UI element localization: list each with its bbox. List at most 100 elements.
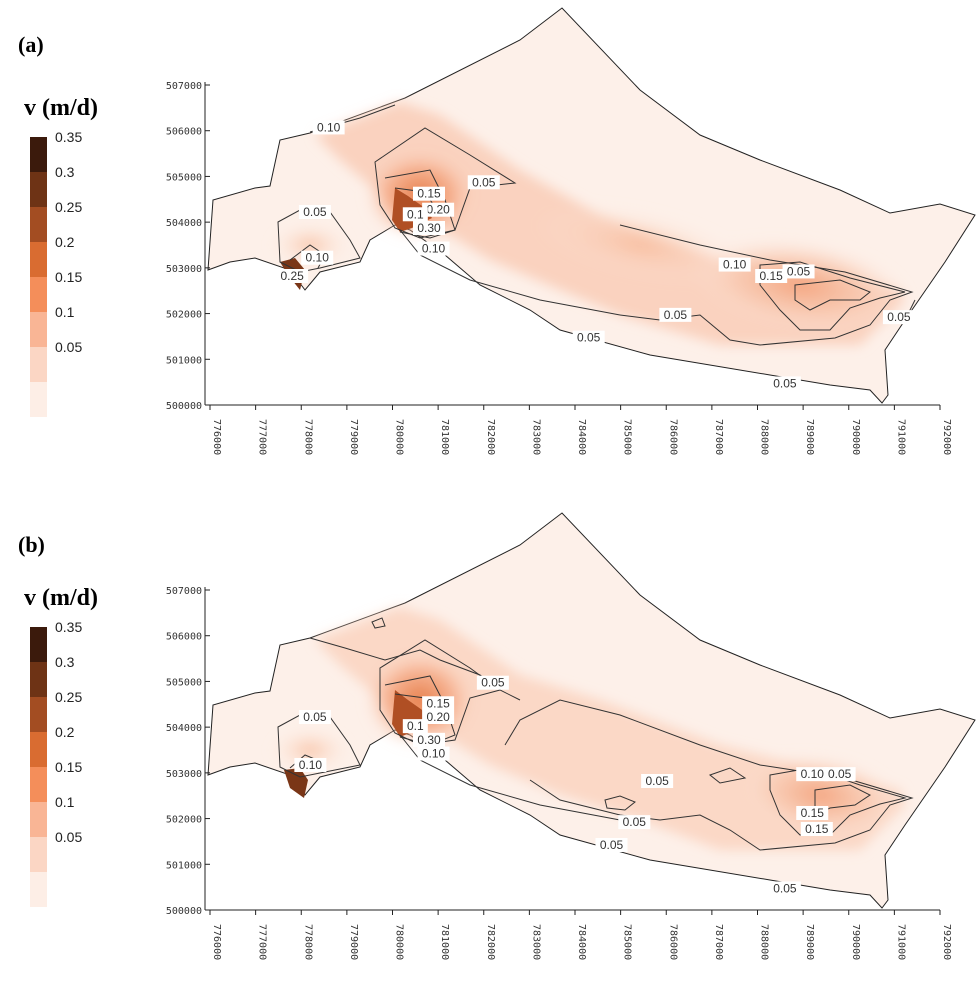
x-tick-label: 791000	[895, 419, 906, 455]
contour-label: 0.05	[887, 310, 911, 324]
colorbar-tick-label-b: 0.35	[55, 619, 82, 635]
x-tick-label: 778000	[302, 924, 313, 960]
panel-label-a: (a)	[18, 32, 44, 57]
contour-label: 0.20	[426, 203, 450, 217]
colorbar-swatch-b	[30, 627, 47, 662]
y-tick-label: 500000	[166, 906, 202, 917]
y-tick-label: 500000	[166, 401, 202, 412]
colorbar-swatch-a	[30, 312, 47, 347]
contour-label: 0.05	[472, 175, 496, 189]
contour-label-bg	[782, 264, 815, 279]
contour-label: 0.05	[623, 815, 647, 829]
x-tick-label: 792000	[941, 419, 952, 455]
contour-label-bg	[298, 205, 331, 219]
colorbar-swatch-b	[30, 662, 47, 697]
y-tick-label: 505000	[166, 677, 202, 688]
x-tick-label: 789000	[804, 419, 815, 455]
colorbar-swatch-b	[30, 697, 47, 732]
colorbar-tick-label-b: 0.15	[55, 759, 82, 775]
x-tick-label: 788000	[759, 419, 770, 455]
contour-label: 0.10	[723, 258, 747, 272]
contour-label-bg	[755, 269, 788, 283]
colorbar-swatch-a	[30, 277, 47, 312]
contour-label-bg	[823, 767, 856, 782]
contour-label-bg	[467, 175, 500, 190]
contour-label-bg	[618, 815, 651, 830]
contour-label-bg	[402, 719, 428, 734]
contour-label: 0.30	[417, 733, 441, 747]
contour-label-bg	[417, 241, 450, 256]
colorbar-tick-label-b: 0.3	[55, 654, 75, 670]
y-tick-label: 506000	[166, 632, 202, 643]
y-tick-label: 507000	[166, 81, 202, 92]
contour-label-bg	[402, 207, 428, 222]
colorbar-tick-label-a: 0.35	[55, 129, 82, 145]
y-tick-label: 506000	[166, 127, 202, 138]
x-ticks-a: 776000 777000 778000 779000 780000 781000 7820…	[209, 405, 952, 455]
contour-label: 0.05	[600, 838, 624, 852]
x-tick-label: 790000	[850, 419, 861, 455]
contour-label: 0.05	[303, 205, 327, 219]
contour-label-bg	[413, 186, 445, 201]
colorbar-title-a: v (m/d)	[24, 95, 98, 121]
contour-label-bg	[800, 822, 833, 836]
x-tick-label: 789000	[804, 924, 815, 960]
x-tick-label: 780000	[394, 924, 405, 960]
contour-label: 0.1	[407, 719, 424, 733]
y-tick-label: 501000	[166, 355, 202, 366]
y-ticks-a: 507000 506000 505000 504000 503000 502000 5010…	[166, 81, 210, 412]
contour-label: 0.15	[801, 806, 825, 820]
contour-label: 0.05	[773, 881, 797, 895]
colorbar-swatch-a	[30, 382, 47, 417]
x-tick-label: 778000	[302, 419, 313, 455]
colorbar-tick-label-a: 0.2	[55, 234, 75, 250]
x-tick-label: 786000	[667, 419, 678, 455]
panel-label-b: (b)	[18, 532, 45, 557]
contour-label: 0.05	[664, 308, 688, 322]
contour-label-bg	[301, 250, 334, 265]
contour-label-bg	[422, 696, 455, 711]
contour-label: 0.10	[317, 120, 341, 134]
x-ticks-b: 776000 777000 778000 779000 780000 781000 7820…	[209, 910, 952, 960]
colorbar-tick-label-a: 0.05	[55, 339, 82, 355]
contour-label-bg	[422, 710, 455, 724]
contour-label: 0.15	[417, 187, 441, 201]
x-tick-label: 788000	[759, 924, 770, 960]
contour-label: 0.10	[422, 242, 446, 256]
contour-label-bg	[294, 758, 327, 772]
colorbar-tick-label-a: 0.25	[55, 199, 82, 215]
x-tick-label: 783000	[530, 419, 541, 455]
contour-label-bg	[417, 746, 450, 761]
x-tick-label: 776000	[211, 924, 222, 960]
contour-label: 0.25	[280, 269, 304, 283]
contour-label-bg	[796, 806, 829, 820]
contour-label: 0.15	[760, 269, 784, 283]
contour-label-bg	[718, 257, 751, 272]
contour-label-bg	[768, 376, 801, 391]
contour-label-bg	[768, 881, 801, 896]
colorbar-swatch-a	[30, 172, 47, 207]
colorbar-b: v (m/d) 0.35 0.3 0.25 0.2 0.15 0.1 0.05	[24, 585, 98, 907]
colorbar-swatch-b	[30, 732, 47, 767]
contour-label-bg	[298, 710, 331, 724]
colorbar-tick-label-b: 0.1	[55, 794, 75, 810]
colorbar-swatch-b	[30, 802, 47, 837]
contour-label: 0.15	[426, 696, 450, 710]
colorbar-swatch-b	[30, 872, 47, 907]
y-tick-label: 501000	[166, 860, 202, 871]
x-tick-label: 790000	[850, 924, 861, 960]
x-tick-label: 780000	[394, 419, 405, 455]
contour-label: 0.05	[787, 264, 811, 278]
contour-label: 0.30	[417, 221, 441, 235]
x-tick-label: 785000	[622, 924, 633, 960]
contour-label: 0.05	[828, 767, 852, 781]
y-tick-label: 507000	[166, 586, 202, 597]
x-tick-label: 784000	[576, 419, 587, 455]
x-tick-label: 783000	[530, 924, 541, 960]
contour-label: 0.15	[805, 822, 829, 836]
contour-label: 0.20	[426, 710, 450, 724]
colorbar-swatch-a	[30, 347, 47, 382]
colorbar-swatch-b	[30, 767, 47, 802]
x-tick-label: 792000	[941, 924, 952, 960]
